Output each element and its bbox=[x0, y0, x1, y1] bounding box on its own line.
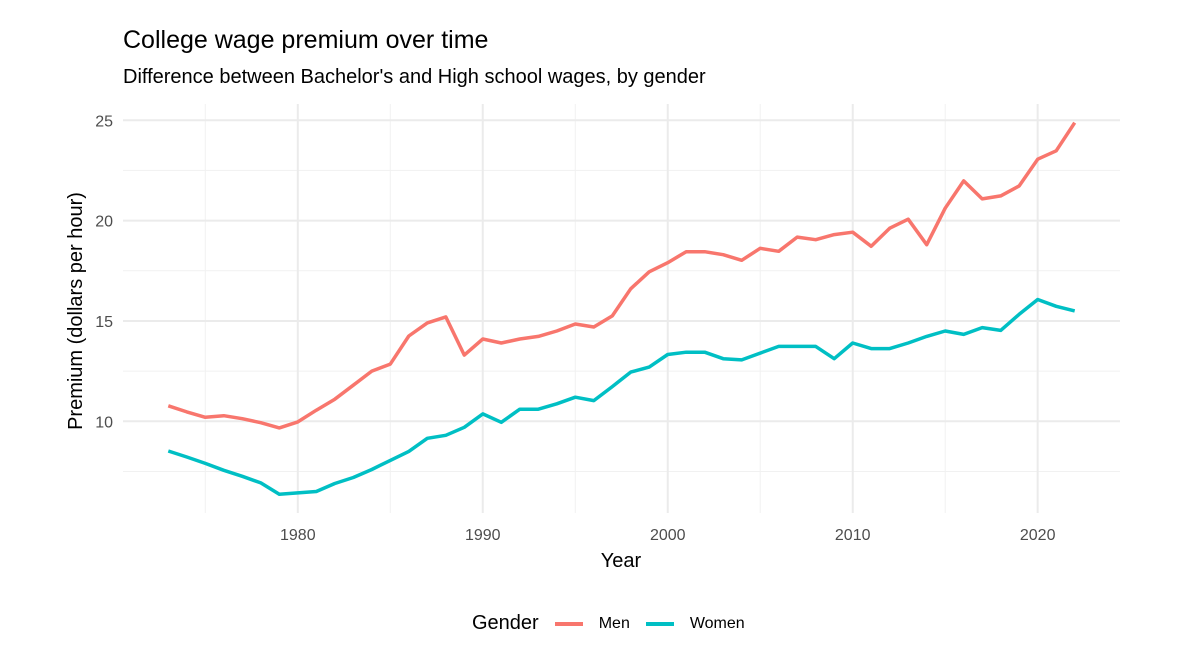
y-tick-label: 25 bbox=[95, 113, 113, 130]
x-axis-label: Year bbox=[601, 550, 642, 572]
x-tick-label: 1980 bbox=[280, 527, 316, 544]
minor-gridlines bbox=[123, 104, 1120, 513]
chart-title: College wage premium over time bbox=[123, 26, 489, 54]
series-line-men bbox=[167, 121, 1077, 430]
legend-label-women: Women bbox=[689, 614, 745, 632]
x-tick-label: 2000 bbox=[650, 527, 686, 544]
legend-label-men: Men bbox=[598, 614, 630, 632]
line-chart: 1980 1990 2000 2010 2020 10 15 20 25 Year Premi… bbox=[65, 104, 1120, 572]
chart-subtitle: Difference between Bachelor's and High s… bbox=[123, 66, 706, 88]
series-lines bbox=[167, 121, 1077, 497]
y-axis-label: Premium (dollars per hour) bbox=[65, 192, 87, 430]
y-tick-label: 20 bbox=[95, 214, 113, 231]
x-tick-label: 1990 bbox=[465, 527, 501, 544]
series-line-women bbox=[167, 297, 1076, 497]
legend-key-women bbox=[645, 621, 674, 626]
x-tick-label: 2010 bbox=[835, 527, 871, 544]
x-tick-labels: 1980 1990 2000 2010 2020 bbox=[280, 527, 1056, 544]
legend: Gender Men Women bbox=[472, 612, 761, 635]
major-gridlines bbox=[123, 104, 1120, 513]
y-tick-labels: 10 15 20 25 bbox=[95, 113, 113, 431]
legend-key-men bbox=[554, 621, 583, 626]
y-tick-label: 15 bbox=[95, 314, 113, 331]
legend-title: Gender bbox=[472, 612, 539, 634]
y-tick-label: 10 bbox=[95, 414, 113, 431]
x-tick-label: 2020 bbox=[1020, 527, 1056, 544]
